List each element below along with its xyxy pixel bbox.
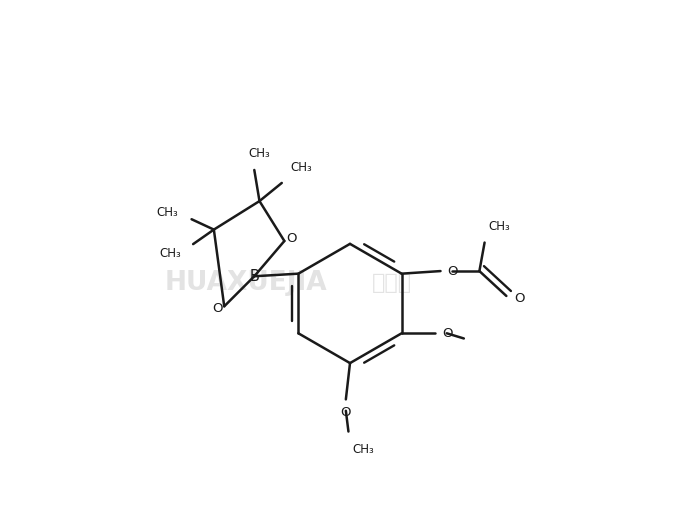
Text: O: O xyxy=(286,232,296,245)
Text: O: O xyxy=(212,302,223,315)
Text: CH₃: CH₃ xyxy=(353,443,375,456)
Text: O: O xyxy=(341,406,351,419)
Text: CH₃: CH₃ xyxy=(157,206,178,219)
Text: CH₃: CH₃ xyxy=(290,160,312,173)
Text: O: O xyxy=(514,292,525,305)
Text: O: O xyxy=(442,327,453,340)
Text: HUAXUEJIA: HUAXUEJIA xyxy=(165,270,328,296)
Text: 化学加: 化学加 xyxy=(372,272,412,293)
Text: CH₃: CH₃ xyxy=(160,247,181,260)
Text: CH₃: CH₃ xyxy=(248,147,270,160)
Text: B: B xyxy=(249,269,259,284)
Text: O: O xyxy=(447,265,458,278)
Text: CH₃: CH₃ xyxy=(489,220,510,233)
